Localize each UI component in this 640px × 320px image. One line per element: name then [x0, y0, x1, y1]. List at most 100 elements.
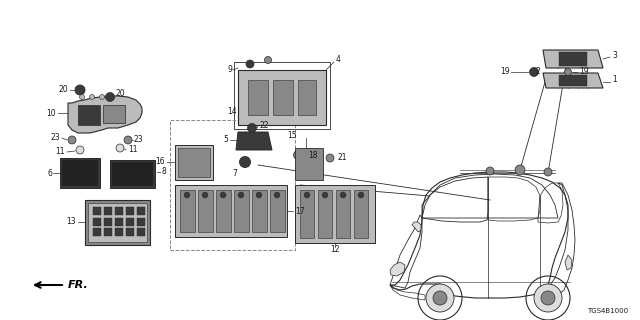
Circle shape — [358, 192, 364, 198]
Circle shape — [116, 144, 124, 152]
Bar — [559, 75, 587, 86]
Circle shape — [304, 192, 310, 198]
Bar — [93, 228, 101, 236]
Bar — [175, 145, 213, 180]
Circle shape — [248, 124, 257, 132]
Circle shape — [322, 192, 328, 198]
Bar — [62, 160, 98, 186]
Text: 14: 14 — [227, 108, 237, 116]
Polygon shape — [390, 262, 405, 276]
Bar — [559, 52, 587, 66]
Bar — [252, 190, 267, 232]
Bar — [300, 190, 314, 238]
Bar — [234, 190, 249, 232]
Circle shape — [486, 167, 494, 175]
Bar — [238, 70, 326, 125]
Bar — [318, 190, 332, 238]
Text: 4: 4 — [336, 55, 341, 65]
Circle shape — [239, 156, 250, 167]
Text: 19: 19 — [500, 68, 510, 76]
Text: 7: 7 — [232, 169, 237, 178]
Text: 23: 23 — [51, 132, 60, 141]
Text: 16: 16 — [156, 157, 165, 166]
Bar — [198, 190, 213, 232]
Circle shape — [220, 192, 226, 198]
Bar — [248, 80, 268, 115]
Text: 2: 2 — [536, 68, 541, 76]
Circle shape — [68, 136, 76, 144]
Text: 3: 3 — [612, 51, 617, 60]
Bar — [85, 200, 150, 245]
Circle shape — [124, 136, 132, 144]
Circle shape — [264, 57, 271, 63]
Text: 17: 17 — [295, 206, 305, 215]
Text: 13: 13 — [67, 218, 76, 227]
Text: 19: 19 — [579, 68, 589, 76]
Circle shape — [433, 291, 447, 305]
Bar — [175, 185, 287, 237]
Polygon shape — [412, 222, 421, 232]
Bar — [270, 190, 285, 232]
Circle shape — [340, 192, 346, 198]
Text: 1: 1 — [612, 76, 617, 84]
Bar — [170, 120, 295, 250]
Text: 10: 10 — [46, 108, 56, 117]
Circle shape — [534, 284, 562, 312]
Polygon shape — [236, 132, 272, 150]
Text: 8: 8 — [162, 167, 167, 177]
Text: 23: 23 — [134, 135, 143, 145]
Bar — [88, 203, 147, 242]
Text: 11: 11 — [56, 148, 65, 156]
Text: 5: 5 — [223, 135, 228, 145]
Text: 11: 11 — [128, 146, 138, 155]
Bar — [137, 207, 145, 215]
Text: 15: 15 — [287, 132, 297, 140]
Bar — [234, 62, 330, 129]
Circle shape — [99, 94, 104, 100]
Circle shape — [238, 192, 244, 198]
Bar — [273, 80, 293, 115]
Circle shape — [76, 146, 84, 154]
Bar — [93, 218, 101, 226]
Bar — [178, 148, 210, 177]
Circle shape — [541, 291, 555, 305]
Bar — [115, 207, 123, 215]
Circle shape — [426, 284, 454, 312]
Polygon shape — [68, 96, 142, 133]
Text: 12: 12 — [330, 244, 340, 253]
Circle shape — [106, 92, 115, 101]
Bar — [216, 190, 231, 232]
Bar — [295, 148, 323, 180]
Bar — [137, 218, 145, 226]
Circle shape — [294, 150, 303, 159]
Bar — [60, 158, 100, 188]
Text: TGS4B1000: TGS4B1000 — [587, 308, 628, 314]
Bar — [336, 190, 350, 238]
Bar — [104, 218, 112, 226]
Polygon shape — [78, 105, 100, 125]
Circle shape — [515, 165, 525, 175]
Bar — [93, 207, 101, 215]
Circle shape — [274, 192, 280, 198]
Circle shape — [109, 94, 115, 100]
Text: 20: 20 — [116, 90, 125, 99]
Bar — [115, 228, 123, 236]
Text: 9: 9 — [227, 66, 232, 75]
Bar — [112, 162, 153, 186]
Bar — [115, 218, 123, 226]
Polygon shape — [565, 255, 572, 270]
Text: 22: 22 — [260, 121, 269, 130]
Text: FR.: FR. — [68, 280, 89, 290]
Bar — [180, 190, 195, 232]
Circle shape — [79, 94, 84, 100]
Circle shape — [246, 60, 254, 68]
Circle shape — [75, 85, 85, 95]
Bar — [126, 218, 134, 226]
Circle shape — [184, 192, 190, 198]
Circle shape — [202, 192, 208, 198]
Circle shape — [564, 68, 572, 76]
Bar — [298, 80, 316, 115]
Bar — [104, 228, 112, 236]
Text: 21: 21 — [337, 153, 346, 162]
Circle shape — [529, 68, 538, 76]
